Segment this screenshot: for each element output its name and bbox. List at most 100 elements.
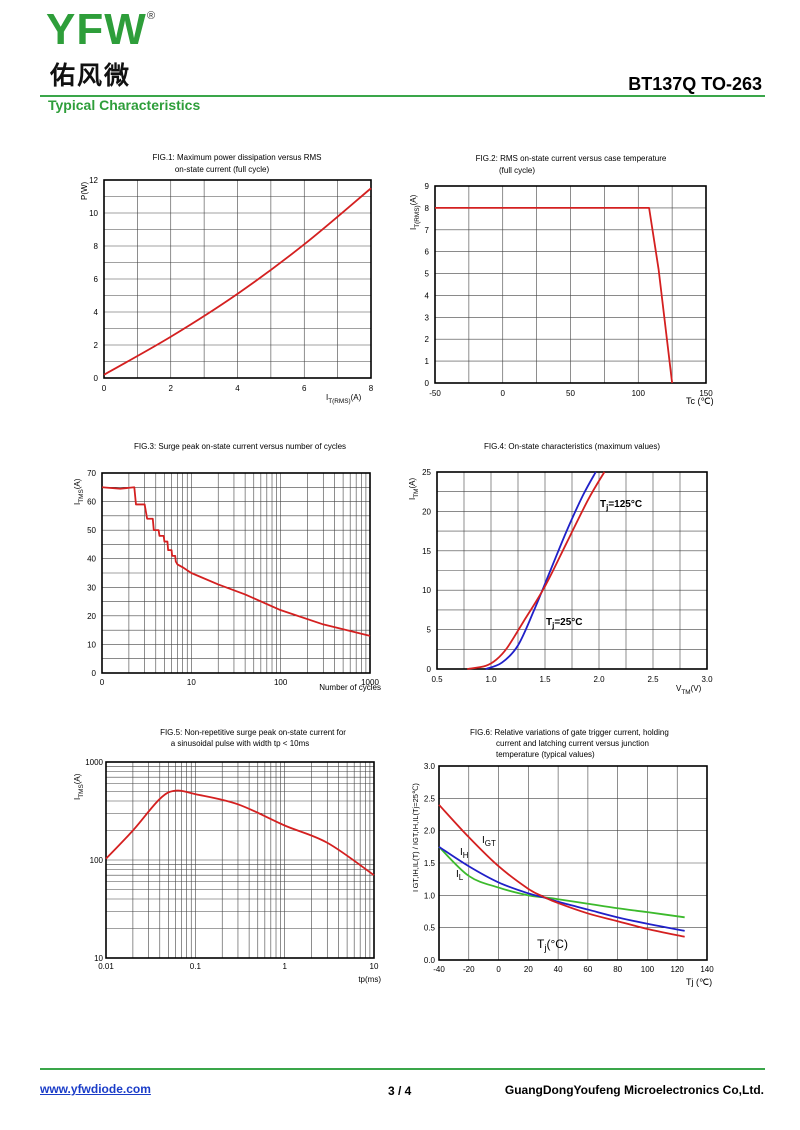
header-divider bbox=[40, 95, 765, 97]
fig1-title-line2: on-state current (full cycle) bbox=[175, 165, 270, 174]
fig2-y-label: IT(RMS)(A) bbox=[409, 194, 421, 230]
fig6-y-tick: 0.5 bbox=[424, 924, 436, 933]
fig2-title-line1: FIG.2: RMS on-state current versus case … bbox=[476, 154, 667, 163]
fig1-x-tick: 4 bbox=[235, 384, 240, 393]
fig4-x-tick: 0.5 bbox=[431, 675, 443, 684]
fig2-y-tick: 4 bbox=[425, 291, 430, 300]
fig6-x-label: Tj (℃) bbox=[686, 977, 712, 987]
fig6-x-tick: -40 bbox=[433, 965, 445, 974]
fig2-y-tick: 1 bbox=[425, 357, 430, 366]
fig2-y-tick: 5 bbox=[425, 270, 430, 279]
fig5-y-tick: 10 bbox=[94, 954, 103, 963]
fig6-label-tj: Tj(°C) bbox=[537, 937, 568, 954]
fig6-x-tick: 120 bbox=[671, 965, 685, 974]
fig6-y-tick: 1.5 bbox=[424, 859, 436, 868]
fig1-y-tick: 0 bbox=[94, 374, 99, 383]
fig3-x-tick: 0 bbox=[100, 678, 105, 687]
fig3-y-label: ITMS(A) bbox=[73, 478, 85, 505]
fig6-y-tick: 3.0 bbox=[424, 762, 436, 771]
fig3-y-tick: 20 bbox=[87, 612, 96, 621]
fig5-x-tick: 1 bbox=[282, 962, 287, 971]
fig2-y-tick: 8 bbox=[425, 204, 430, 213]
fig2-x-tick: 150 bbox=[699, 389, 713, 398]
fig2-current-curve bbox=[435, 206, 674, 384]
section-title: Typical Characteristics bbox=[48, 97, 201, 113]
fig4-x-tick: 3.0 bbox=[701, 675, 713, 684]
fig1-y-tick: 10 bbox=[89, 209, 98, 218]
fig2-x-tick: 100 bbox=[632, 389, 646, 398]
fig3-y-tick: 50 bbox=[87, 526, 96, 535]
fig1-y-tick: 8 bbox=[94, 242, 99, 251]
fig5-y-label: ITMS(A) bbox=[73, 773, 85, 800]
fig6-y-tick: 0.0 bbox=[424, 956, 436, 965]
fig4-y-tick: 0 bbox=[427, 665, 432, 674]
fig4-x-tick: 2.0 bbox=[593, 675, 605, 684]
fig3-y-tick: 10 bbox=[87, 640, 96, 649]
fig2-y-tick: 9 bbox=[425, 182, 430, 191]
fig4-y-label: ITM(A) bbox=[408, 478, 420, 500]
fig1-power-curve bbox=[103, 187, 372, 376]
fig2-y-tick: 0 bbox=[425, 379, 430, 388]
fig6-x-tick: 40 bbox=[554, 965, 563, 974]
fig6-y-label: I GT,IH,IL(T) / IGT,IH,IL(Tj=25℃) bbox=[411, 783, 420, 892]
logo-chinese-name: 佑风微 bbox=[50, 61, 132, 90]
fig6-label-il: IL bbox=[456, 869, 464, 882]
fig4-y-tick: 20 bbox=[422, 507, 431, 516]
fig6-igt-curve bbox=[438, 804, 685, 938]
fig6-label-igt: IGT bbox=[482, 835, 496, 848]
fig1-y-tick: 4 bbox=[94, 308, 99, 317]
fig2-title-line2: (full cycle) bbox=[499, 166, 535, 175]
fig3-title: FIG.3: Surge peak on-state current versu… bbox=[134, 442, 346, 451]
fig5-surge-curve bbox=[105, 789, 375, 876]
fig5-title-line2: a sinusoidal pulse with width tp < 10ms bbox=[171, 739, 310, 748]
fig3-y-tick: 40 bbox=[87, 555, 96, 564]
fig5-frame bbox=[105, 761, 375, 959]
fig3-y-tick: 60 bbox=[87, 498, 96, 507]
fig6-y-tick: 2.5 bbox=[424, 794, 436, 803]
fig1-x-tick: 2 bbox=[169, 384, 174, 393]
page-number: 3 / 4 bbox=[388, 1084, 412, 1098]
fig4-x-label: VTM(V) bbox=[676, 684, 702, 696]
fig6-x-tick: 60 bbox=[583, 965, 592, 974]
fig6-y-tick: 2.0 bbox=[424, 827, 436, 836]
fig4-label-125c: Tj=125°C bbox=[600, 499, 642, 512]
fig1-x-tick: 8 bbox=[369, 384, 374, 393]
footer-divider bbox=[40, 1068, 765, 1070]
fig1-x-tick: 0 bbox=[102, 384, 107, 393]
fig5-y-tick: 100 bbox=[90, 856, 104, 865]
fig1-x-tick: 6 bbox=[302, 384, 307, 393]
fig3-x-tick: 10 bbox=[187, 678, 196, 687]
fig6-x-tick: 80 bbox=[613, 965, 622, 974]
logo-registered-mark: ® bbox=[147, 10, 156, 22]
fig4-title: FIG.4: On-state characteristics (maximum… bbox=[484, 442, 660, 451]
fig2-y-tick: 6 bbox=[425, 248, 430, 257]
fig6-x-tick: 140 bbox=[700, 965, 714, 974]
fig3-y-tick: 70 bbox=[87, 469, 96, 478]
fig3-frame bbox=[101, 472, 371, 674]
fig6-title-line2: current and latching current versus junc… bbox=[496, 739, 649, 748]
fig4-curve-125c bbox=[467, 471, 606, 670]
fig6-y-tick: 1.0 bbox=[424, 891, 436, 900]
fig6-title-line1: FIG.6: Relative variations of gate trigg… bbox=[470, 728, 669, 737]
fig6-label-ih: IH bbox=[460, 847, 469, 860]
fig5-x-label: tp(ms) bbox=[358, 975, 381, 984]
part-number: BT137Q TO-263 bbox=[628, 74, 762, 94]
fig2-frame bbox=[434, 185, 707, 384]
fig1-x-label: IT(RMS)(A) bbox=[326, 393, 362, 405]
fig6-title-line3: temperature (typical values) bbox=[496, 750, 595, 759]
website-link[interactable]: www.yfwdiode.com bbox=[40, 1082, 151, 1096]
fig3-x-tick: 1000 bbox=[361, 678, 379, 687]
fig5-x-tick: 0.01 bbox=[98, 962, 114, 971]
fig4-x-tick: 2.5 bbox=[647, 675, 659, 684]
fig5-x-tick: 0.1 bbox=[190, 962, 202, 971]
fig1-y-label: P(W) bbox=[80, 181, 89, 200]
fig4-x-tick: 1.5 bbox=[539, 675, 551, 684]
fig3-surge-curve bbox=[101, 486, 371, 637]
fig1-y-tick: 6 bbox=[94, 275, 99, 284]
fig3-y-tick: 0 bbox=[92, 669, 97, 678]
fig5-x-tick: 10 bbox=[370, 962, 379, 971]
fig2-y-tick: 3 bbox=[425, 313, 430, 322]
fig3-x-tick: 100 bbox=[274, 678, 288, 687]
fig4-y-tick: 25 bbox=[422, 468, 431, 477]
